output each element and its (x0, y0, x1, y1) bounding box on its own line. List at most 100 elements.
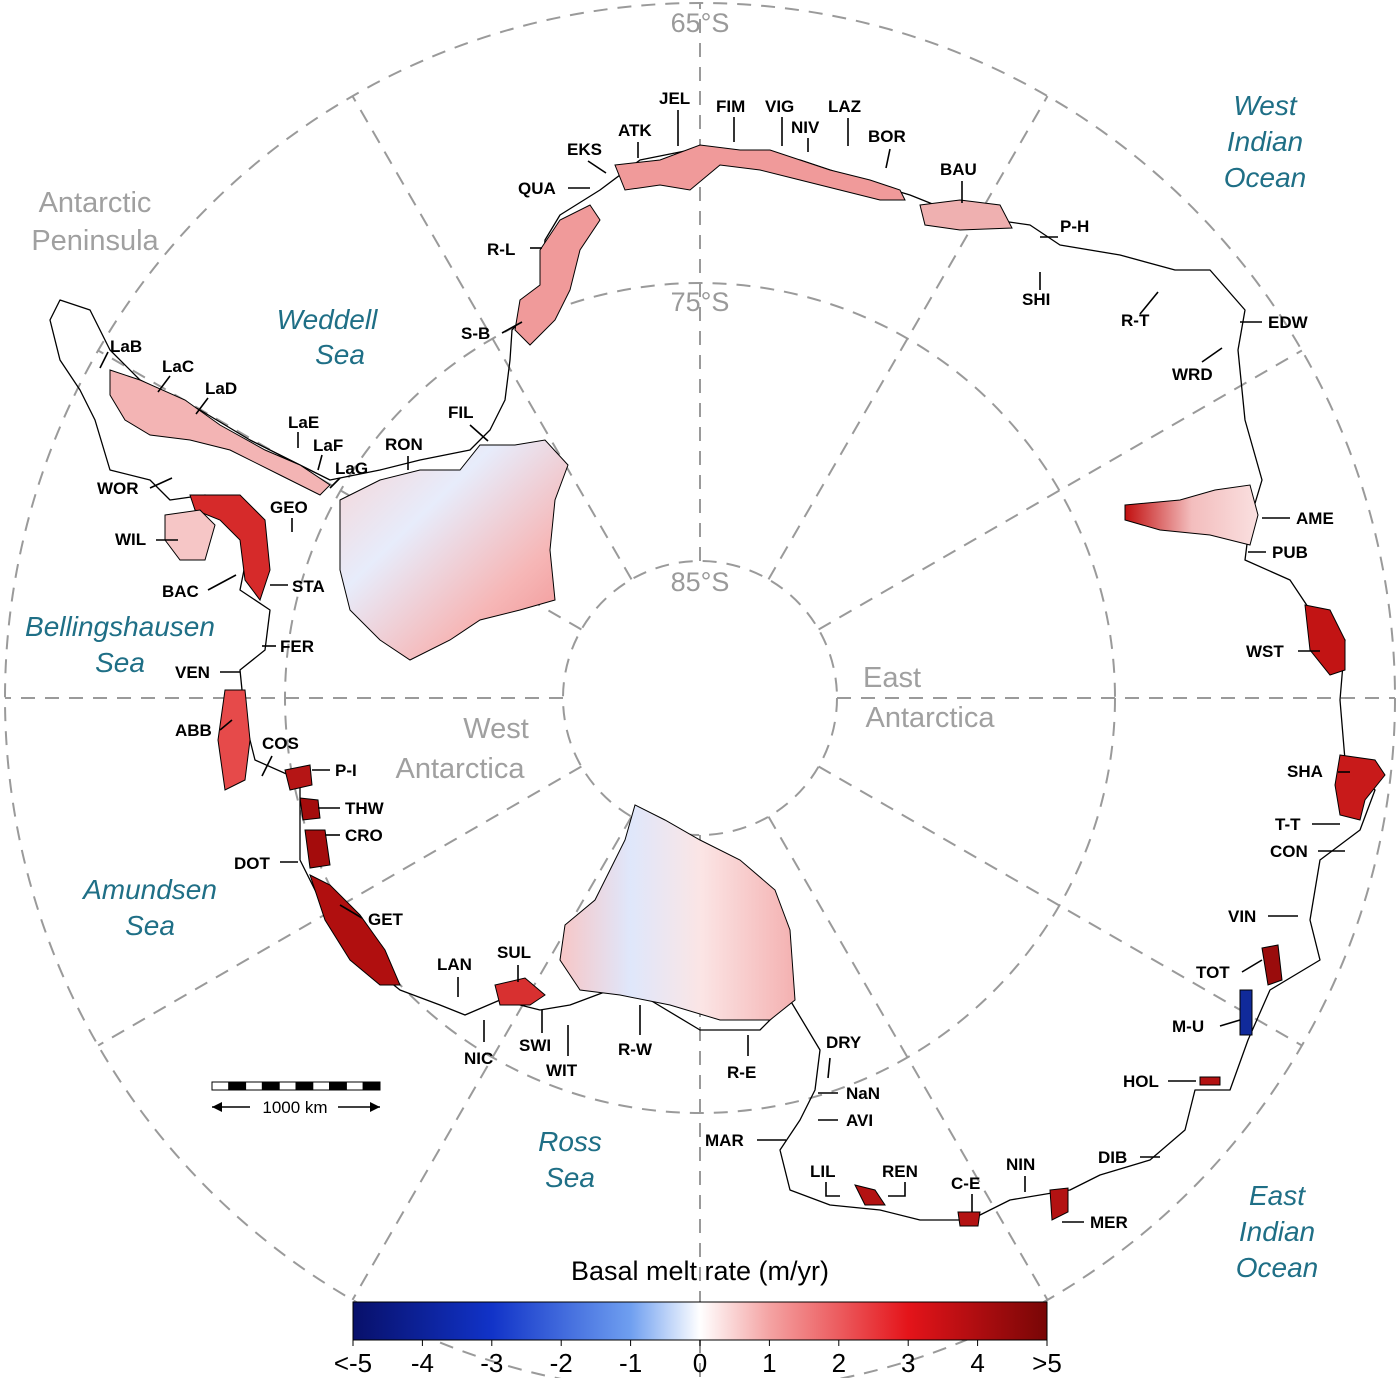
colorbar-ticks: <-5 -4 -3 -2 -1 0 1 2 3 4 >5 (334, 1340, 1062, 1378)
ice-shelf-label-p-i: P-I (335, 761, 357, 780)
leader-line-get (339, 904, 363, 919)
ice-shelf-label-mar: MAR (705, 1131, 744, 1150)
scale-bar-arrowhead-left (212, 1102, 222, 1112)
shelf-dotson-crosson (304, 829, 331, 869)
sea-bellingshausen-line1: Bellingshausen (25, 611, 215, 642)
sea-weddell-line2: Sea (315, 339, 365, 370)
colorbar-title: Basal melt rate (m/yr) (571, 1256, 829, 1286)
ice-shelf-label-r-e: R-E (727, 1063, 756, 1082)
ice-shelf-label-atk: ATK (618, 121, 652, 140)
ice-shelf-label-r-l: R-L (487, 240, 515, 259)
meridian-line (767, 816, 1049, 1301)
ice-shelf-label-mer: MER (1090, 1213, 1128, 1232)
ice-shelf-label-pub: PUB (1272, 543, 1308, 562)
scale-bar-segment (295, 1081, 314, 1091)
coastline (49, 149, 1376, 1221)
leader-line-cos (261, 755, 273, 777)
ice-shelf-label-nan: NaN (846, 1084, 880, 1103)
scale-bar-segment (211, 1081, 230, 1091)
leader-lines (99, 110, 1350, 1223)
leader-line-lad (195, 397, 209, 415)
ice-shelf-label-t-t: T-T (1275, 815, 1301, 834)
shelf-wilkins (164, 509, 216, 561)
leader-line-r-t (1139, 291, 1159, 315)
ice-shelf-label-nin: NIN (1006, 1155, 1035, 1174)
ice-shelf-label-avi: AVI (846, 1111, 873, 1130)
shelf-holmes (1199, 1076, 1221, 1086)
ice-shelf-label-lil: LIL (810, 1162, 836, 1181)
meridian-line (767, 95, 1049, 580)
ice-shelf-label-ron: RON (385, 435, 423, 454)
ice-shelf-label-wrd: WRD (1172, 365, 1213, 384)
ice-shelf-label-vin: VIN (1228, 907, 1256, 926)
shelf-fimbul-jelbart (614, 144, 906, 201)
ice-shelf-label-ren: REN (882, 1162, 918, 1181)
leader-line-tot (1241, 959, 1263, 973)
region-west-antarctica-line1: West (463, 713, 529, 745)
colorbar-tick-label: >5 (1032, 1348, 1062, 1378)
shelf-mertz (1049, 1187, 1069, 1221)
ice-shelf-label-lac: LaC (162, 357, 194, 376)
sea-ross-line2: Sea (545, 1162, 595, 1193)
latitude-circle-85 (562, 560, 838, 836)
leader-line-lac (157, 375, 171, 393)
leader-line-lab (99, 351, 109, 369)
colorbar-tick-label: 2 (832, 1348, 846, 1378)
shelf-sulzberger (494, 977, 546, 1006)
scale-bar-arrowhead-right (370, 1102, 380, 1112)
leader-line-m-u (1219, 1019, 1241, 1027)
ice-shelf-label-fim: FIM (716, 97, 745, 116)
leader-line-fil (469, 424, 489, 442)
ice-shelf-label-swi: SWI (519, 1036, 551, 1055)
ice-shelf-label-nic: NIC (464, 1049, 493, 1068)
leader-line-lil (825, 1182, 840, 1197)
colorbar-tick-label: 3 (901, 1348, 915, 1378)
shelf-getz (309, 874, 401, 986)
sea-east-indian-line1: East (1249, 1180, 1306, 1211)
ice-shelf-label-qua: QUA (518, 179, 556, 198)
ice-shelf-label-sha: SHA (1287, 762, 1323, 781)
sea-west-indian-line1: West (1233, 90, 1297, 121)
leader-line-lag (329, 477, 341, 489)
colorbar-tick-label: -3 (480, 1348, 503, 1378)
scale-bar-segments (211, 1081, 381, 1091)
shelf-riiser-larsen (514, 204, 601, 346)
shelf-thwaites (299, 797, 321, 821)
leader-line-abb (219, 719, 233, 731)
scale-bar-segment (312, 1081, 331, 1091)
colorbar-tick-label: -4 (411, 1348, 434, 1378)
shelf-rennick (854, 1184, 886, 1206)
meridian-line (351, 95, 633, 580)
shelf-baudouin (919, 199, 1013, 231)
sea-amundsen-line1: Amundsen (81, 874, 217, 905)
ice-shelf-label-dry: DRY (826, 1033, 862, 1052)
scale-bar-segment (362, 1081, 381, 1091)
meridian-line (818, 765, 1303, 1047)
ice-shelf-label-wit: WIT (546, 1061, 578, 1080)
leader-line-laf (317, 454, 323, 471)
ice-shelf-labels: LaB LaC LaD LaE LaF LaG WOR GEO WIL BAC STA FER VEN A… (97, 89, 1334, 1232)
scale-bar-segment (345, 1081, 364, 1091)
ice-shelf-label-cro: CRO (345, 826, 383, 845)
region-antarctic-peninsula-line2: Peninsula (31, 225, 159, 257)
region-east-antarctica-line2: Antarctica (866, 702, 996, 734)
ice-shelf-label-c-e: C-E (951, 1174, 980, 1193)
colorbar-gradient (352, 1301, 1048, 1341)
colorbar-tick-label: 1 (762, 1348, 776, 1378)
region-antarctic-peninsula-line1: Antarctic (39, 187, 152, 219)
latitude-labels: 65°S 75°S 85°S (671, 8, 730, 597)
shelf-west-ice (1304, 604, 1346, 676)
ice-shelf-label-abb: ABB (175, 721, 212, 740)
colorbar-tick-label: 0 (693, 1348, 707, 1378)
ice-shelf-label-laz: LAZ (828, 97, 861, 116)
meridian-lines (5, 3, 1395, 1378)
ice-shelf-label-ame: AME (1296, 509, 1334, 528)
ice-shelf-label-eks: EKS (567, 140, 602, 159)
shelf-ronne-filchner (339, 439, 569, 661)
sea-weddell-line1: Weddell (277, 304, 378, 335)
scale-bar-segment (278, 1081, 297, 1091)
ice-shelf-label-bac: BAC (162, 582, 199, 601)
region-west-antarctica-line2: Antarctica (396, 753, 526, 785)
meridian-line (97, 765, 582, 1047)
